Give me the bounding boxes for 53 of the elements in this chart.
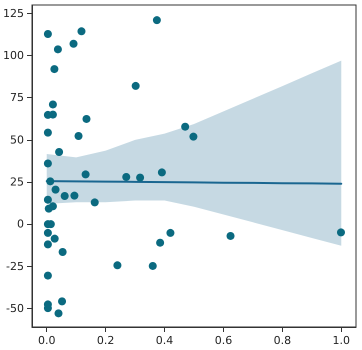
y-tick-label: -50 [6,302,24,315]
point [52,186,60,194]
point [77,27,86,36]
y-tick-label: 25 [10,176,24,189]
point [44,228,52,237]
point [44,204,53,213]
point [46,177,54,186]
point [82,114,90,123]
point [82,170,90,178]
point [74,132,83,140]
point [113,261,122,270]
point [166,228,174,237]
y-tick-label: 125 [2,6,24,20]
point [148,262,157,270]
point [70,40,78,48]
x-tick-label: 0.2 [96,334,114,347]
point [44,272,52,280]
y-tick-label: 50 [10,133,24,146]
point [44,30,52,38]
point [50,65,58,74]
point [58,297,66,306]
point [54,45,62,54]
point [336,228,345,236]
y-tick-label: -25 [6,260,24,273]
y-tick-label: 75 [10,91,24,104]
point [136,174,144,182]
point [226,232,235,240]
y-tick-label: 0 [16,218,24,231]
point [55,148,64,156]
point [44,240,52,248]
y-tick-label: 100 [2,49,24,62]
point [90,198,99,206]
point [44,128,52,137]
point [44,196,52,204]
point [44,159,52,168]
point [158,168,166,176]
x-tick-label: 0.6 [214,334,232,347]
point [50,234,59,243]
point [152,16,161,24]
point [181,122,190,131]
point [70,192,78,200]
point [58,248,67,256]
point [60,192,69,200]
point [156,238,164,247]
point [189,132,198,141]
x-tick-label: 0.4 [156,334,174,347]
point [54,309,63,318]
x-tick-label: 0.8 [274,334,292,347]
x-tick-label: 0.0 [38,334,56,347]
point [48,100,57,108]
point [122,172,130,181]
x-tick-label: 1.0 [332,334,350,347]
point [132,82,140,90]
